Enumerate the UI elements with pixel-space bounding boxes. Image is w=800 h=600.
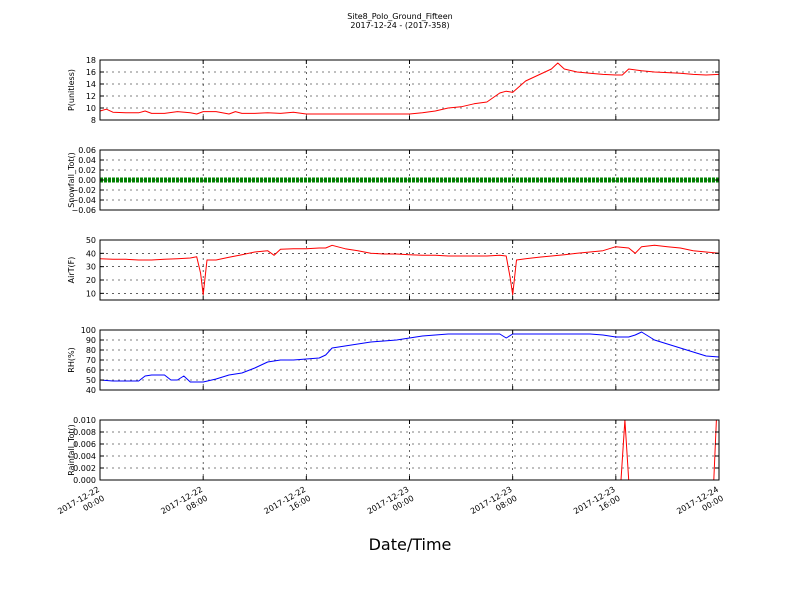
y-tick-label: 0.004 [73,452,96,461]
x-axis-label: Date/Time [369,535,452,554]
y-tick-label: 40 [86,386,96,395]
y-tick-label: 0.06 [78,146,96,155]
y-tick-label: 0.010 [73,416,96,425]
series-line [99,62,720,115]
figure-title: Site8_Polo_Ground_Fifteen [347,12,452,21]
panel-2: −0.06−0.04−0.020.000.020.040.06Snowfall_… [67,146,720,215]
y-tick-label: 16 [86,68,96,77]
y-tick-label: 70 [86,356,96,365]
y-tick-label: 50 [86,376,96,385]
y-tick-label: 0.00 [78,176,96,185]
x-tick-label: 2017-12-2316:00 [572,485,622,525]
y-tick-label: 10 [86,289,96,298]
x-tick-label: 2017-12-2208:00 [159,485,209,525]
y-tick-label: −0.02 [71,186,96,195]
y-axis-label: Rainfall_Tot() [67,424,76,476]
y-tick-label: 10 [86,104,96,113]
y-tick-label: 0.002 [73,464,96,473]
x-tick-label: 2017-12-2400:00 [675,485,725,525]
y-tick-label: 12 [86,92,96,101]
y-axis-label: RH(%) [67,347,76,372]
y-tick-label: 18 [86,56,96,65]
y-tick-label: −0.06 [71,206,96,215]
y-tick-label: 0.000 [73,476,96,485]
y-tick-label: 90 [86,336,96,345]
panels: 81012141618P(unitless)−0.06−0.04−0.020.0… [67,56,720,485]
y-tick-label: 0.02 [78,166,96,175]
series-line [99,244,720,296]
y-tick-label: 30 [86,263,96,272]
panel-3: 10 20 30 40 50 AirT(F) [67,236,720,301]
panel-1: 8 10 12 14 16 18 P(unitless) [67,56,720,125]
y-tick-label: 0.006 [73,440,96,449]
y-tick-label: 60 [86,366,96,375]
y-axis-label: AirT(F) [67,257,76,284]
x-tick-label: 2017-12-2308:00 [469,485,519,525]
series-line [99,331,720,383]
x-tick-label: 2017-12-2300:00 [366,485,416,525]
x-tick-label: 2017-12-2200:00 [56,485,106,525]
panel-5: 0.000 0.002 0.004 0.006 0.008 0.010Rainfall_T… [67,416,720,485]
y-tick-label: 8 [91,116,96,125]
y-axis-label: Snowfall_Tot() [67,152,76,208]
y-tick-label: 14 [86,80,96,89]
y-tick-label: 40 [86,249,96,258]
x-axis: 2017-12-2200:00 2017-12-2208:00 2017-12-22… [56,485,725,525]
y-tick-label: −0.04 [71,196,96,205]
figure-subtitle: 2017-12-24 - (2017-358) [350,21,449,30]
y-tick-label: 80 [86,346,96,355]
y-tick-label: 0.008 [73,428,96,437]
y-tick-label: 100 [81,326,96,335]
y-tick-label: 0.04 [78,156,96,165]
y-axis-label: P(unitless) [67,69,76,111]
y-tick-label: 50 [86,236,96,245]
y-tick-label: 20 [86,276,96,285]
x-tick-label: 2017-12-2216:00 [263,485,313,525]
